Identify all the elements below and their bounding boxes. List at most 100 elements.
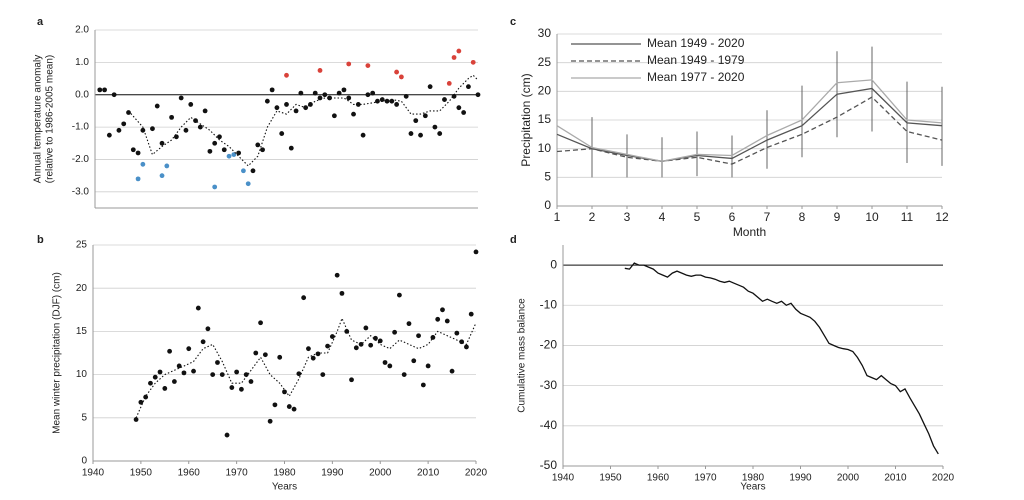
- y-tick-label: -3.0: [72, 186, 90, 197]
- x-tick-label: 2020: [465, 468, 488, 479]
- x-tick-label: 1950: [130, 468, 153, 479]
- data-point: [456, 48, 462, 54]
- x-axis-label: Month: [733, 225, 766, 239]
- data-point: [200, 339, 206, 345]
- data-point: [422, 113, 428, 119]
- data-point: [130, 147, 136, 153]
- y-tick-label: -10: [540, 297, 558, 311]
- data-point: [248, 379, 254, 384]
- data-point: [288, 145, 294, 151]
- data-point: [267, 418, 273, 424]
- x-tick-label: 1960: [178, 468, 201, 479]
- data-point: [135, 176, 141, 182]
- data-point: [435, 316, 441, 322]
- data-point: [231, 152, 237, 158]
- data-point: [370, 90, 376, 96]
- x-tick-label: 2010: [884, 473, 907, 484]
- x-tick-label: 2000: [837, 473, 860, 484]
- data-point: [152, 374, 158, 380]
- y-tick-label: 5: [544, 170, 551, 184]
- data-point: [466, 84, 471, 90]
- data-point: [121, 121, 127, 127]
- series-line: [128, 74, 479, 167]
- y-tick-label: 20: [538, 84, 552, 98]
- data-point: [159, 173, 165, 179]
- x-tick-label: 7: [764, 210, 771, 224]
- series-line: [135, 316, 477, 419]
- data-point: [250, 168, 256, 174]
- data-point: [212, 140, 218, 146]
- data-point: [425, 363, 431, 369]
- data-point: [148, 380, 153, 386]
- x-axis-label: Years: [272, 482, 297, 493]
- x-tick-label: 1: [554, 210, 561, 224]
- y-axis-label: Cumulative mass balance: [517, 298, 528, 413]
- data-point: [327, 95, 332, 101]
- data-point: [306, 346, 311, 352]
- data-point: [183, 127, 189, 133]
- x-tick-label: 11: [901, 210, 914, 224]
- data-point: [446, 81, 452, 86]
- data-point: [126, 110, 131, 115]
- data-point: [301, 295, 307, 301]
- y-tick-label: -50: [540, 458, 558, 472]
- x-tick-label: 1980: [273, 468, 296, 479]
- data-point: [255, 142, 261, 148]
- data-point: [284, 102, 289, 107]
- data-point: [279, 131, 285, 136]
- data-point: [272, 402, 278, 408]
- data-point: [210, 372, 216, 377]
- data-point: [221, 147, 227, 153]
- data-point: [355, 102, 361, 107]
- data-point: [349, 377, 354, 383]
- data-point: [444, 318, 450, 324]
- data-point: [451, 93, 457, 99]
- x-tick-label: 1960: [647, 473, 670, 484]
- data-point: [260, 147, 265, 153]
- y-tick-label: 15: [76, 326, 88, 337]
- data-point: [253, 350, 259, 356]
- y-axis-label: (relative to 1986-2005 mean): [45, 55, 56, 183]
- data-point: [133, 417, 139, 422]
- data-point: [394, 102, 400, 107]
- x-tick-label: 5: [694, 210, 701, 224]
- y-tick-label: -40: [540, 418, 558, 432]
- data-point: [298, 90, 304, 96]
- x-tick-label: 6: [729, 210, 736, 224]
- x-tick-label: 2010: [417, 468, 440, 479]
- x-tick-label: 1970: [694, 473, 717, 484]
- y-tick-label: -30: [540, 378, 558, 392]
- data-point: [176, 363, 182, 369]
- data-point: [197, 124, 203, 130]
- data-point: [475, 92, 481, 98]
- data-point: [464, 344, 469, 350]
- data-point: [397, 292, 402, 298]
- data-point: [234, 369, 240, 375]
- data-point: [217, 134, 222, 140]
- data-point: [262, 352, 268, 358]
- x-tick-label: 10: [865, 210, 879, 224]
- data-point: [373, 335, 378, 341]
- data-point: [224, 432, 230, 438]
- data-point: [317, 95, 323, 101]
- data-point: [449, 368, 455, 374]
- data-point: [365, 63, 371, 68]
- data-point: [315, 351, 321, 357]
- y-tick-label: 15: [538, 112, 552, 126]
- series-line: [624, 262, 939, 455]
- data-point: [403, 93, 409, 99]
- data-point: [186, 346, 192, 352]
- data-point: [181, 370, 187, 376]
- data-point: [351, 111, 356, 117]
- data-point: [325, 343, 330, 349]
- data-point: [286, 404, 292, 409]
- series-line: [556, 79, 943, 162]
- panel-label: c: [510, 16, 516, 28]
- x-tick-label: 1940: [82, 468, 105, 479]
- data-point: [468, 311, 474, 317]
- y-tick-label: 20: [76, 283, 88, 294]
- data-point: [312, 90, 318, 96]
- x-tick-label: 1950: [599, 473, 622, 484]
- y-tick-label: 0: [550, 257, 557, 271]
- data-point: [454, 330, 460, 336]
